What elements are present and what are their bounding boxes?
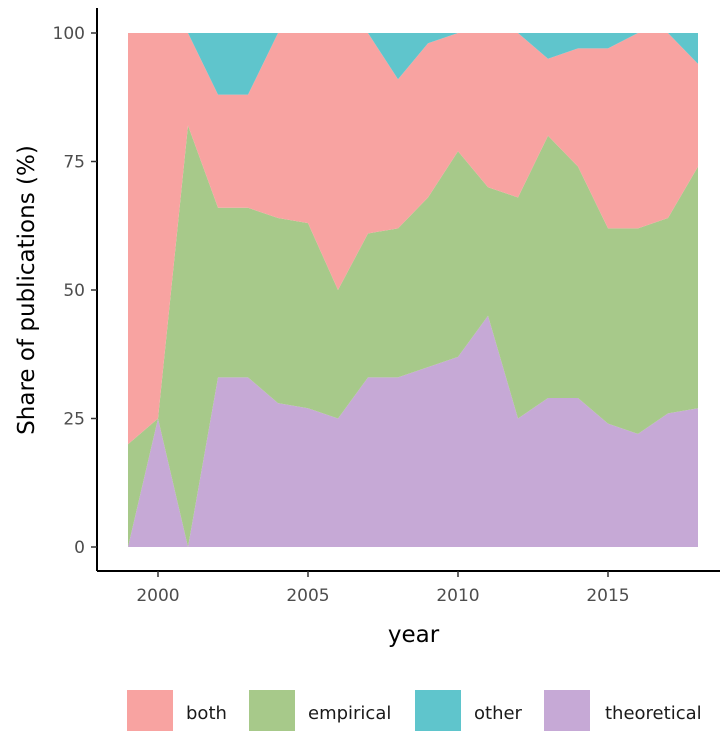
- legend-swatch-empirical: [249, 690, 295, 731]
- x-axis-title: year: [388, 622, 440, 648]
- area-empirical: [128, 125, 698, 548]
- legend-label-both: both: [186, 703, 227, 724]
- x-tick-label: 2010: [436, 586, 479, 606]
- y-tick-label: 0: [74, 538, 85, 558]
- legend-label-empirical: empirical: [308, 703, 391, 724]
- x-tick-label: 2015: [586, 586, 629, 606]
- legend-swatch-both: [127, 690, 173, 731]
- y-axis-title: Share of publications (%): [14, 145, 40, 435]
- x-tick-label: 2000: [136, 586, 179, 606]
- y-tick-label: 75: [63, 153, 85, 173]
- area-other: [128, 33, 698, 95]
- y-tick-label: 50: [63, 281, 85, 301]
- legend: both empirical other theoretical: [127, 690, 702, 731]
- legend-swatch-other: [415, 690, 461, 731]
- x-ticks: 2000 2005 2010 2015: [136, 571, 630, 606]
- y-tick-label: 25: [63, 410, 85, 430]
- legend-swatch-theoretical: [544, 690, 590, 731]
- y-ticks: 0 25 50 75 100: [53, 24, 97, 558]
- y-tick-label: 100: [53, 24, 85, 44]
- x-tick-label: 2005: [286, 586, 329, 606]
- area-theoretical: [128, 315, 698, 547]
- areas-layer: [128, 33, 698, 548]
- legend-label-theoretical: theoretical: [605, 703, 702, 724]
- area-both: [128, 33, 698, 445]
- legend-label-other: other: [474, 703, 523, 724]
